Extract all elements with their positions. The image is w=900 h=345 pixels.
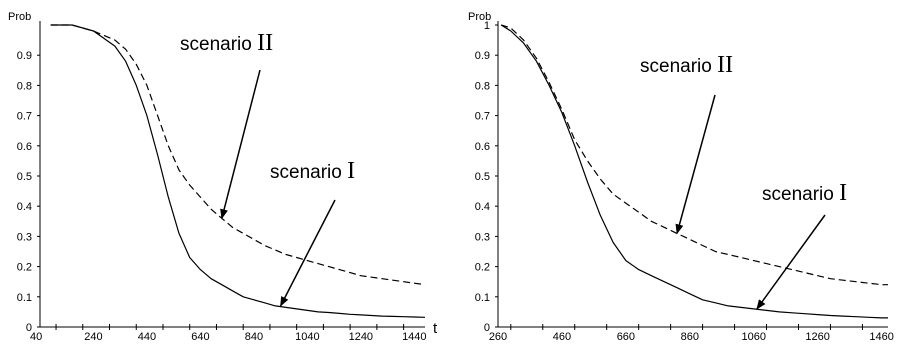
left-x-tick-label: 840: [245, 331, 263, 343]
right-y-tick-label: 0.7: [475, 111, 490, 123]
annotation-numeral: I: [839, 180, 847, 206]
left-y-tick-label: 0.6: [17, 141, 32, 153]
annotation-numeral: II: [717, 52, 733, 78]
left-y-tick-label: 0.5: [17, 171, 32, 183]
right-x-tick-label: 660: [617, 331, 635, 343]
left-x-tick-label: 40: [30, 331, 42, 343]
left-y-tick-label: 0: [26, 322, 32, 334]
right-annotation-arrow: [675, 94, 716, 235]
left-solid-series-line: [50, 24, 426, 318]
annotation-text: scenario: [270, 162, 347, 183]
right-annotation-label: scenario I: [762, 180, 847, 206]
left-x-tick-label: 640: [191, 331, 209, 343]
right-dashed-series-line: [501, 24, 888, 286]
annotation-text: scenario: [762, 184, 839, 205]
right-solid-series-line: [500, 24, 888, 319]
right-y-axis-label: Prob: [468, 11, 491, 23]
left-x-tick-label: 1040: [295, 331, 319, 343]
left-y-tick-label: 0.2: [17, 262, 32, 274]
left-y-tick-label: 0.7: [17, 111, 32, 123]
left-x-axis-label: t: [433, 320, 438, 337]
left-chart-panel: 0 0.1 0.2 0.3 0.4 0.5 0.6 0.7 0.8 0.9 40 240 440 640 8…: [8, 11, 438, 343]
right-y-tick-label: 0.4: [475, 201, 490, 213]
right-y-tick-label: 0.6: [475, 141, 490, 153]
left-annotation-label: scenario I: [270, 158, 355, 184]
right-y-tick-label: 1: [484, 20, 490, 32]
left-x-tick-label: 440: [138, 331, 156, 343]
annotation-text: scenario: [180, 34, 257, 55]
right-x-tick-label: 1460: [869, 331, 893, 343]
annotation-numeral: I: [347, 158, 355, 184]
left-annotation-arrow: [279, 199, 336, 307]
right-annotation-arrow: [756, 214, 826, 310]
right-x-tick-label: 860: [681, 331, 699, 343]
left-y-tick-label: 0.9: [17, 50, 32, 62]
right-y-tick-label: 0.1: [475, 292, 490, 304]
left-y-tick-label: 0.3: [17, 231, 32, 243]
left-y-tick-label: 0.8: [17, 80, 32, 92]
right-y-tick-label: 0.5: [475, 171, 490, 183]
left-annotation-arrow: [220, 69, 261, 220]
left-y-tick-label: 0.1: [17, 292, 32, 304]
right-y-tick-label: 0.2: [475, 262, 490, 274]
left-x-tick-label: 240: [84, 331, 102, 343]
annotation-numeral: II: [257, 30, 273, 56]
right-x-tick-label: 1060: [741, 331, 765, 343]
right-y-tick-label: 0.3: [475, 231, 490, 243]
right-x-tick-label: 260: [489, 331, 507, 343]
left-y-tick-label: 0.4: [17, 201, 32, 213]
annotation-text: scenario: [640, 56, 717, 77]
right-y-tick-label: 0.8: [475, 80, 490, 92]
left-x-tick-label: 1240: [349, 331, 373, 343]
left-y-axis-label: Prob: [8, 11, 31, 23]
right-y-tick-label: 0.9: [475, 50, 490, 62]
right-x-tick-label: 1260: [805, 331, 829, 343]
right-y-tick-label: 0: [484, 322, 490, 334]
left-annotation-label: scenario II: [180, 30, 273, 56]
left-x-tick-label: 1440: [402, 331, 426, 343]
right-x-tick-label: 460: [553, 331, 571, 343]
right-annotation-label: scenario II: [640, 52, 733, 78]
